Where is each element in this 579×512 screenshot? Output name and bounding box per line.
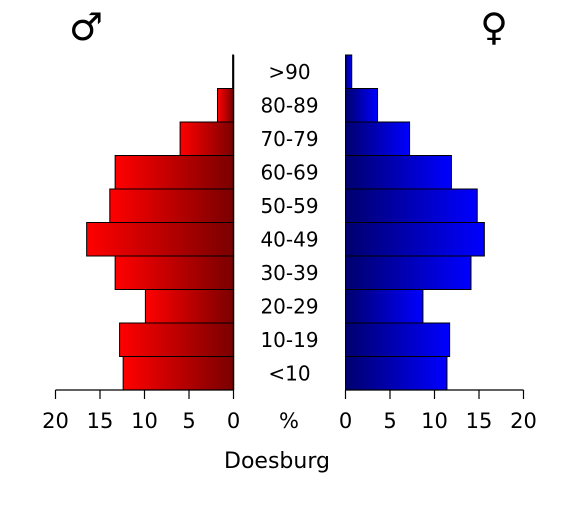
female-bar xyxy=(345,356,448,391)
male-bar xyxy=(109,188,234,223)
age-group-label: 40-49 xyxy=(260,227,318,251)
female-bar xyxy=(345,289,424,324)
female-bar xyxy=(345,255,472,290)
tick-label: 5 xyxy=(182,409,195,433)
age-group-label: 60-69 xyxy=(260,160,318,184)
male-bars xyxy=(86,54,235,391)
age-group-label: 80-89 xyxy=(260,93,318,117)
female-bar xyxy=(345,121,411,156)
age-group-label: 70-79 xyxy=(260,127,318,151)
female-bar xyxy=(345,322,451,357)
female-bars xyxy=(345,54,485,391)
female-symbol: ♀ xyxy=(480,5,508,49)
age-group-label: 20-29 xyxy=(260,294,318,318)
male-bar xyxy=(122,356,234,391)
age-group-label: 30-39 xyxy=(260,261,318,285)
male-bar xyxy=(216,88,234,123)
female-x-axis: 20 15 10 5 0 xyxy=(339,389,537,433)
tick-label: 20 xyxy=(42,409,69,433)
female-bar xyxy=(345,188,478,223)
age-group-labels: <10 10-19 20-29 30-39 40-49 50-59 60-69 70-79 80… xyxy=(260,60,318,386)
chart-title: Doesburg xyxy=(224,449,330,474)
age-group-label: <10 xyxy=(268,361,310,385)
tick-label: 15 xyxy=(466,409,493,433)
female-bar xyxy=(345,222,485,257)
male-bar xyxy=(114,155,234,190)
age-group-label: 50-59 xyxy=(260,194,318,218)
tick-label: 0 xyxy=(339,409,352,433)
percent-axis-label: % xyxy=(279,409,299,433)
female-bar xyxy=(345,88,379,123)
male-bar xyxy=(144,289,234,324)
female-bar xyxy=(345,155,452,190)
tick-label: 0 xyxy=(227,409,240,433)
tick-label: 15 xyxy=(87,409,114,433)
age-group-label: 10-19 xyxy=(260,328,318,352)
tick-label: 10 xyxy=(131,409,158,433)
male-bar xyxy=(114,255,234,290)
tick-label: 20 xyxy=(510,409,537,433)
male-bar xyxy=(179,121,235,156)
age-group-label: >90 xyxy=(268,60,310,84)
female-bar xyxy=(345,54,353,89)
male-symbol: ♂ xyxy=(69,5,103,49)
male-bar xyxy=(86,222,235,257)
tick-label: 10 xyxy=(421,409,448,433)
male-bar xyxy=(119,322,234,357)
tick-label: 5 xyxy=(383,409,396,433)
male-x-axis: 20 15 10 5 0 xyxy=(42,389,240,433)
